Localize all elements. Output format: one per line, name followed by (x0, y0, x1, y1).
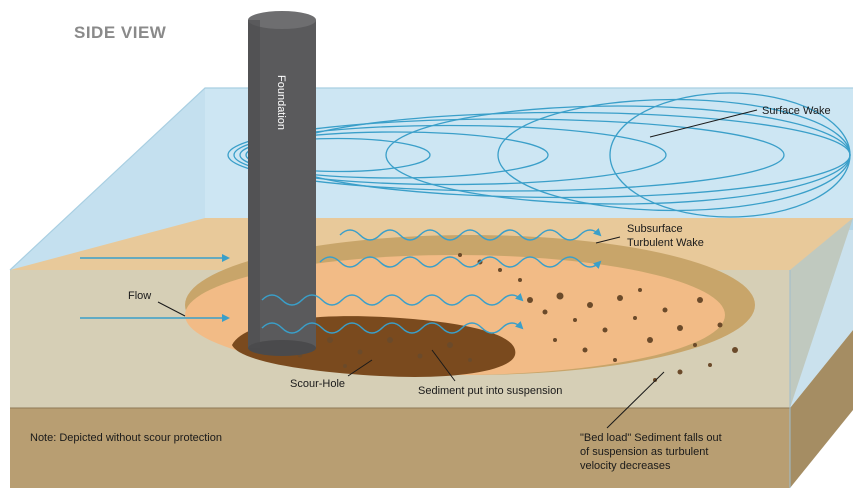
subsurface-label-line1: Subsurface (627, 223, 683, 235)
sediment-suspension-label: Sediment put into suspension (418, 385, 562, 397)
wake-ring (227, 118, 785, 192)
bed-load-label-line3: velocity decreases (580, 460, 671, 472)
seabed-front-face (10, 408, 790, 488)
wake-ring (245, 137, 431, 173)
subsurface-label-line2: Turbulent Wake (627, 237, 704, 249)
surface-wake-rings (227, 92, 851, 218)
turbulent-wake-lines (261, 227, 602, 334)
sediment-particles (297, 253, 738, 382)
flow-arrows (80, 254, 230, 322)
wake-ring (239, 131, 549, 179)
bed-load-label-line1: "Bed load" Sediment falls out (580, 432, 722, 444)
scour-hole-label: Scour-Hole (290, 378, 345, 390)
wake-ring (609, 92, 851, 218)
surface-wake-label: Surface Wake (762, 105, 831, 117)
view-title: SIDE VIEW (74, 23, 167, 42)
foundation-pile (248, 11, 316, 356)
wake-ring (233, 124, 667, 186)
water-right-face (790, 218, 853, 408)
flow-label: Flow (128, 290, 151, 302)
bed-load-label-line2: of suspension as turbulent (580, 446, 708, 458)
block-outline (9, 87, 853, 271)
note-label: Note: Depicted without scour protection (30, 432, 222, 444)
seabed-right-face (790, 330, 853, 488)
leader-lines (157, 109, 758, 429)
foundation-label: Foundation (275, 75, 287, 130)
